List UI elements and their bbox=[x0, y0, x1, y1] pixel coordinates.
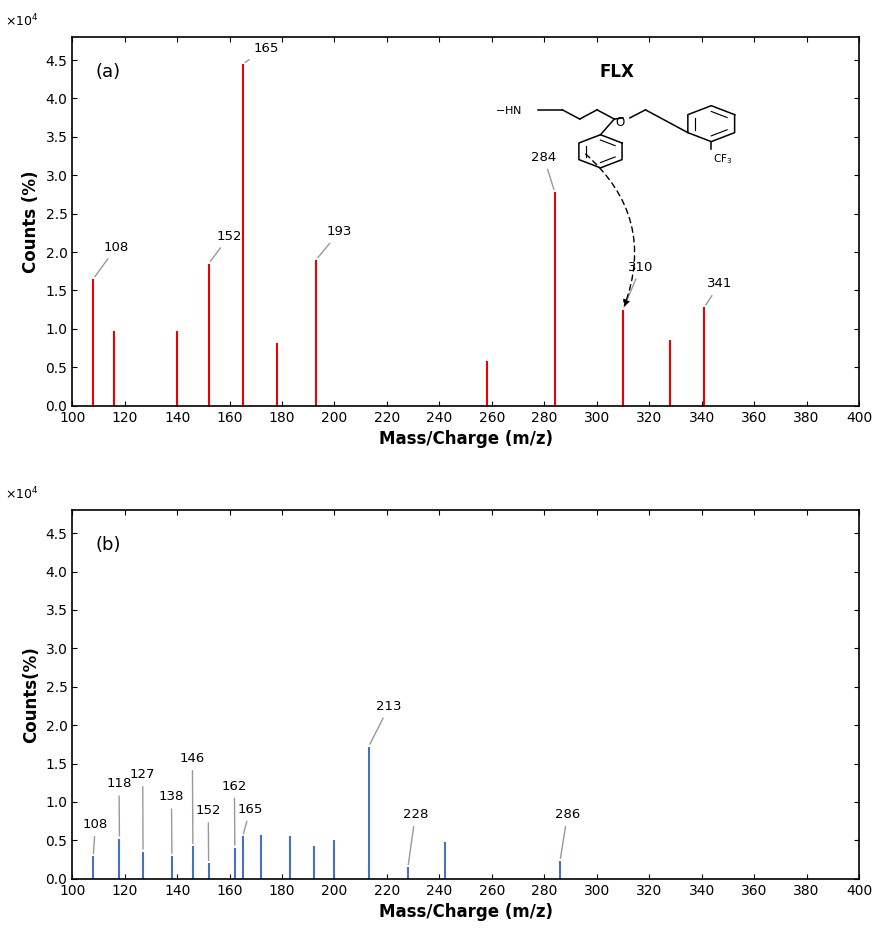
Text: 213: 213 bbox=[369, 699, 402, 744]
Text: 284: 284 bbox=[532, 151, 556, 190]
Text: 341: 341 bbox=[706, 278, 732, 305]
Text: 193: 193 bbox=[318, 225, 352, 258]
X-axis label: Mass/Charge (m/z): Mass/Charge (m/z) bbox=[378, 430, 553, 448]
Text: (a): (a) bbox=[96, 63, 121, 80]
Text: 165: 165 bbox=[237, 803, 263, 834]
Text: 310: 310 bbox=[624, 261, 654, 307]
X-axis label: Mass/Charge (m/z): Mass/Charge (m/z) bbox=[378, 903, 553, 921]
Text: FLX: FLX bbox=[599, 63, 634, 80]
Text: 108: 108 bbox=[82, 818, 108, 854]
Text: 146: 146 bbox=[180, 752, 205, 843]
Text: $\times10^4$: $\times10^4$ bbox=[5, 13, 39, 30]
Text: 162: 162 bbox=[222, 780, 247, 845]
Text: 165: 165 bbox=[245, 42, 278, 63]
Y-axis label: Counts(%): Counts(%) bbox=[22, 646, 40, 742]
Text: (b): (b) bbox=[96, 536, 121, 554]
Text: 286: 286 bbox=[555, 808, 580, 858]
Text: 152: 152 bbox=[196, 804, 221, 860]
Text: 108: 108 bbox=[95, 240, 129, 277]
Text: $\times10^4$: $\times10^4$ bbox=[5, 486, 39, 503]
Y-axis label: Counts (%): Counts (%) bbox=[22, 170, 40, 273]
Text: 152: 152 bbox=[210, 230, 242, 262]
Text: 228: 228 bbox=[402, 808, 428, 865]
Text: 138: 138 bbox=[159, 790, 184, 854]
Text: 127: 127 bbox=[130, 769, 155, 849]
Text: 118: 118 bbox=[106, 777, 132, 836]
